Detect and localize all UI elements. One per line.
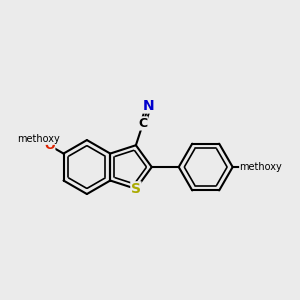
Text: O: O [44,139,55,152]
Text: methoxy: methoxy [18,134,60,144]
Text: methoxy: methoxy [240,162,282,172]
Text: C: C [138,117,148,130]
Text: S: S [131,182,141,196]
Text: N: N [143,99,154,113]
Text: O: O [244,160,254,173]
